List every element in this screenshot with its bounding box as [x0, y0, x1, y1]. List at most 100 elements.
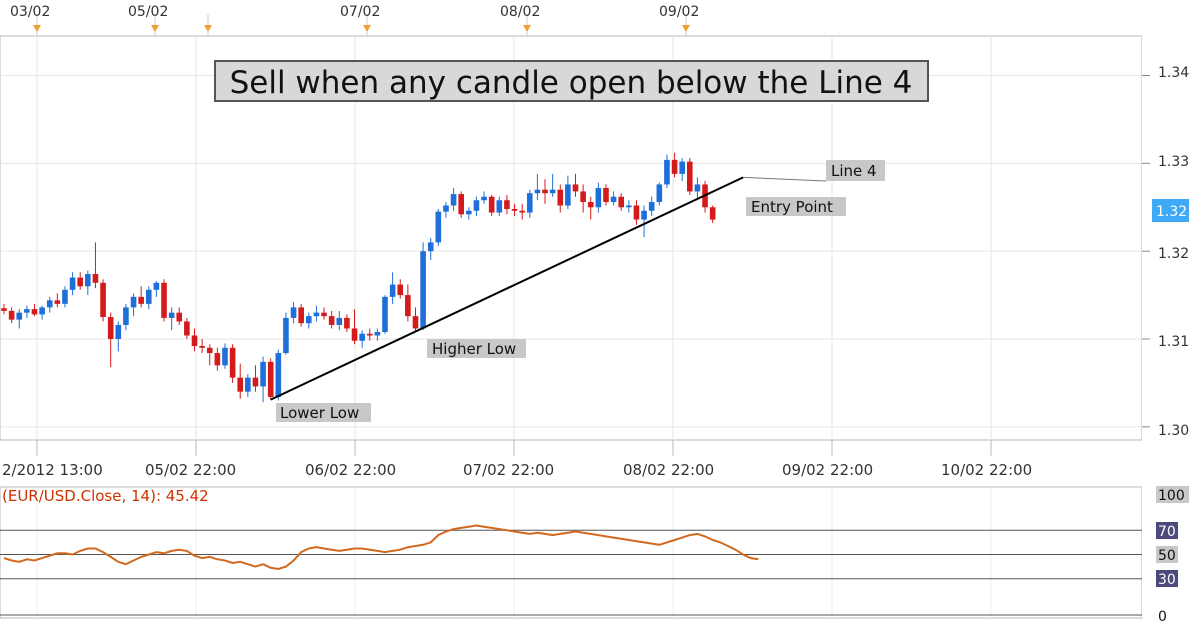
candle-body	[123, 307, 129, 325]
candle-body	[237, 377, 244, 392]
price-panel	[0, 35, 1143, 441]
rsi-level-box	[1156, 570, 1178, 587]
price-label: 1.34	[1158, 65, 1189, 81]
price-label: 1.31	[1158, 334, 1189, 350]
rsi-level-70: 70	[1158, 524, 1176, 540]
candle-body	[176, 312, 183, 322]
candle-body	[184, 321, 190, 336]
date-marker-triangle[interactable]	[151, 25, 159, 32]
candle-body	[572, 184, 579, 192]
candle-body	[31, 309, 38, 315]
candle-body	[526, 193, 533, 213]
candle-body	[488, 196, 495, 213]
title-box	[214, 60, 929, 102]
annotation-box	[276, 403, 371, 422]
date-marker-triangle[interactable]	[523, 25, 531, 32]
candle-body	[168, 312, 175, 318]
candle-body	[435, 211, 442, 243]
candle-body	[694, 184, 701, 192]
time-label: 2/2012 13:00	[2, 461, 103, 479]
date-marker-triangle[interactable]	[204, 25, 212, 32]
candle-body	[100, 282, 106, 318]
candle-body	[130, 296, 137, 308]
rsi-level-box	[1156, 486, 1189, 503]
candle-body	[191, 335, 198, 347]
candle-body	[153, 282, 160, 290]
price-label: 1.32	[1158, 246, 1189, 262]
candle-body	[420, 251, 426, 329]
top-date-markers: 03/02 05/02 07/02 08/02 09/02	[10, 4, 699, 36]
candle-body	[214, 353, 221, 366]
candle-body	[62, 289, 68, 304]
annotation-label: Lower Low	[280, 404, 359, 422]
candle-body	[595, 187, 602, 208]
time-axis: 2/2012 13:00 05/02 22:00 06/02 22:00 07/…	[2, 461, 1032, 479]
top-date-label: 09/02	[659, 4, 699, 20]
rsi-level-box	[1156, 522, 1178, 539]
candle-body	[466, 210, 472, 215]
candle-body	[443, 205, 449, 212]
price-axis-background	[1142, 0, 1189, 624]
candle-body	[161, 282, 167, 318]
candle-body	[115, 324, 122, 339]
top-date-label: 07/02	[340, 4, 380, 20]
candle-body	[382, 296, 388, 332]
rsi-level-30: 30	[1158, 572, 1176, 588]
candle-body	[366, 333, 373, 336]
candle-body	[336, 317, 343, 325]
date-marker-triangle[interactable]	[682, 25, 690, 32]
candle-body	[267, 361, 274, 397]
candle-body	[8, 310, 15, 320]
candle-body	[290, 307, 297, 318]
candle-body	[199, 346, 205, 348]
annotation-label: Line 4	[831, 162, 877, 180]
candle-body	[275, 353, 282, 397]
candle-body	[260, 361, 266, 387]
date-marker-triangle[interactable]	[33, 25, 41, 32]
date-marker-triangle[interactable]	[363, 25, 371, 32]
price-label: 1.33	[1158, 154, 1189, 170]
candle-body	[633, 205, 640, 220]
candle-body	[549, 189, 556, 194]
candle-body	[534, 189, 541, 194]
title-banner: Sell when any candle open below the Line…	[214, 60, 929, 102]
rsi-level-100: 100	[1158, 488, 1185, 504]
rsi-panel	[0, 486, 1143, 619]
annotation-label: Higher Low	[432, 340, 516, 358]
candle-body	[664, 159, 670, 185]
candle-body	[252, 377, 259, 387]
candle-body	[16, 312, 23, 320]
candle-body	[648, 201, 655, 211]
candle-body	[504, 200, 510, 210]
annotation-line-4: Line 4	[826, 160, 885, 181]
candle-body	[511, 209, 518, 211]
time-label: 05/02 22:00	[145, 461, 236, 479]
candle-body	[671, 159, 678, 174]
candle-body	[542, 189, 548, 194]
candle-body	[306, 316, 312, 324]
candle-body	[656, 184, 663, 202]
annotation-box	[746, 197, 846, 216]
candle-body	[580, 191, 586, 202]
candle-body	[138, 296, 144, 304]
candlestick-series	[1, 152, 716, 403]
candle-body	[77, 277, 83, 287]
candle-body	[39, 307, 45, 315]
candle-body	[222, 347, 228, 366]
annotation-entry-point: Entry Point	[746, 197, 846, 216]
time-label: 06/02 22:00	[305, 461, 396, 479]
candle-body	[709, 207, 716, 220]
candle-body	[85, 274, 91, 287]
rsi-level-50: 50	[1158, 548, 1176, 564]
candle-body	[405, 295, 411, 317]
top-date-label: 05/02	[128, 4, 168, 20]
candle-body	[397, 284, 404, 296]
rsi-level-box	[1156, 546, 1178, 563]
annotation-label: Entry Point	[751, 198, 833, 216]
top-date-bar	[0, 0, 1142, 26]
time-label: 10/02 22:00	[941, 461, 1032, 479]
price-axis: 1.34 1.33 1.32 1.31 1.30 1.32	[1152, 65, 1189, 439]
rsi-grid	[0, 529, 1142, 616]
trendline-line-4[interactable]	[270, 176, 744, 401]
candle-body	[427, 242, 434, 252]
